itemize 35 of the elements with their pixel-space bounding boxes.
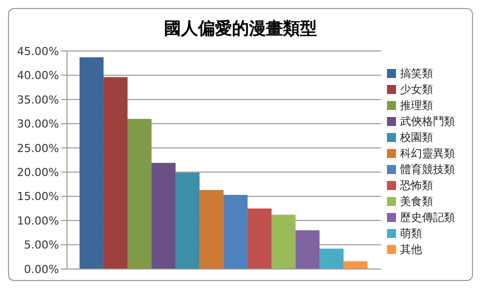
bar <box>320 248 344 269</box>
bar <box>104 77 128 269</box>
bar <box>272 214 296 269</box>
legend-label: 推理類 <box>400 99 433 112</box>
bar <box>128 118 152 269</box>
chart-title: 國人偏愛的漫畫類型 <box>163 18 318 41</box>
bar <box>176 172 200 269</box>
legend-label: 科幻靈異類 <box>400 147 455 160</box>
y-tick-label: 25.00% <box>17 142 59 155</box>
bar <box>224 194 248 269</box>
bar <box>344 261 368 269</box>
legend-label: 體育競技類 <box>400 163 455 176</box>
legend-label: 校園類 <box>400 131 433 144</box>
bar <box>152 162 176 269</box>
bar <box>80 57 104 269</box>
legend-label: 其他 <box>400 243 422 256</box>
y-tick-label: 15.00% <box>17 190 59 204</box>
y-tick-label: 35.00% <box>17 93 59 106</box>
y-tick-label: 10.00% <box>17 214 59 228</box>
legend-label: 歷史傳記類 <box>400 211 455 224</box>
legend-label: 少女類 <box>400 83 433 96</box>
bar <box>296 230 320 269</box>
bar <box>248 208 272 269</box>
y-tick-label: 5.00% <box>24 238 59 252</box>
bar <box>200 190 224 269</box>
legend-label: 搞笑類 <box>400 67 433 80</box>
legend-label: 武俠格鬥類 <box>400 115 455 128</box>
legend-label: 萌類 <box>400 227 422 240</box>
y-tick-label: 45.00% <box>17 44 59 58</box>
y-tick-label: 20.00% <box>17 166 59 180</box>
y-tick-label: 0.00% <box>24 262 59 276</box>
y-tick-label: 40.00% <box>17 69 59 82</box>
y-tick-label: 30.00% <box>17 118 59 131</box>
legend-label: 恐怖類 <box>400 179 433 192</box>
legend-label: 美食類 <box>400 195 433 208</box>
